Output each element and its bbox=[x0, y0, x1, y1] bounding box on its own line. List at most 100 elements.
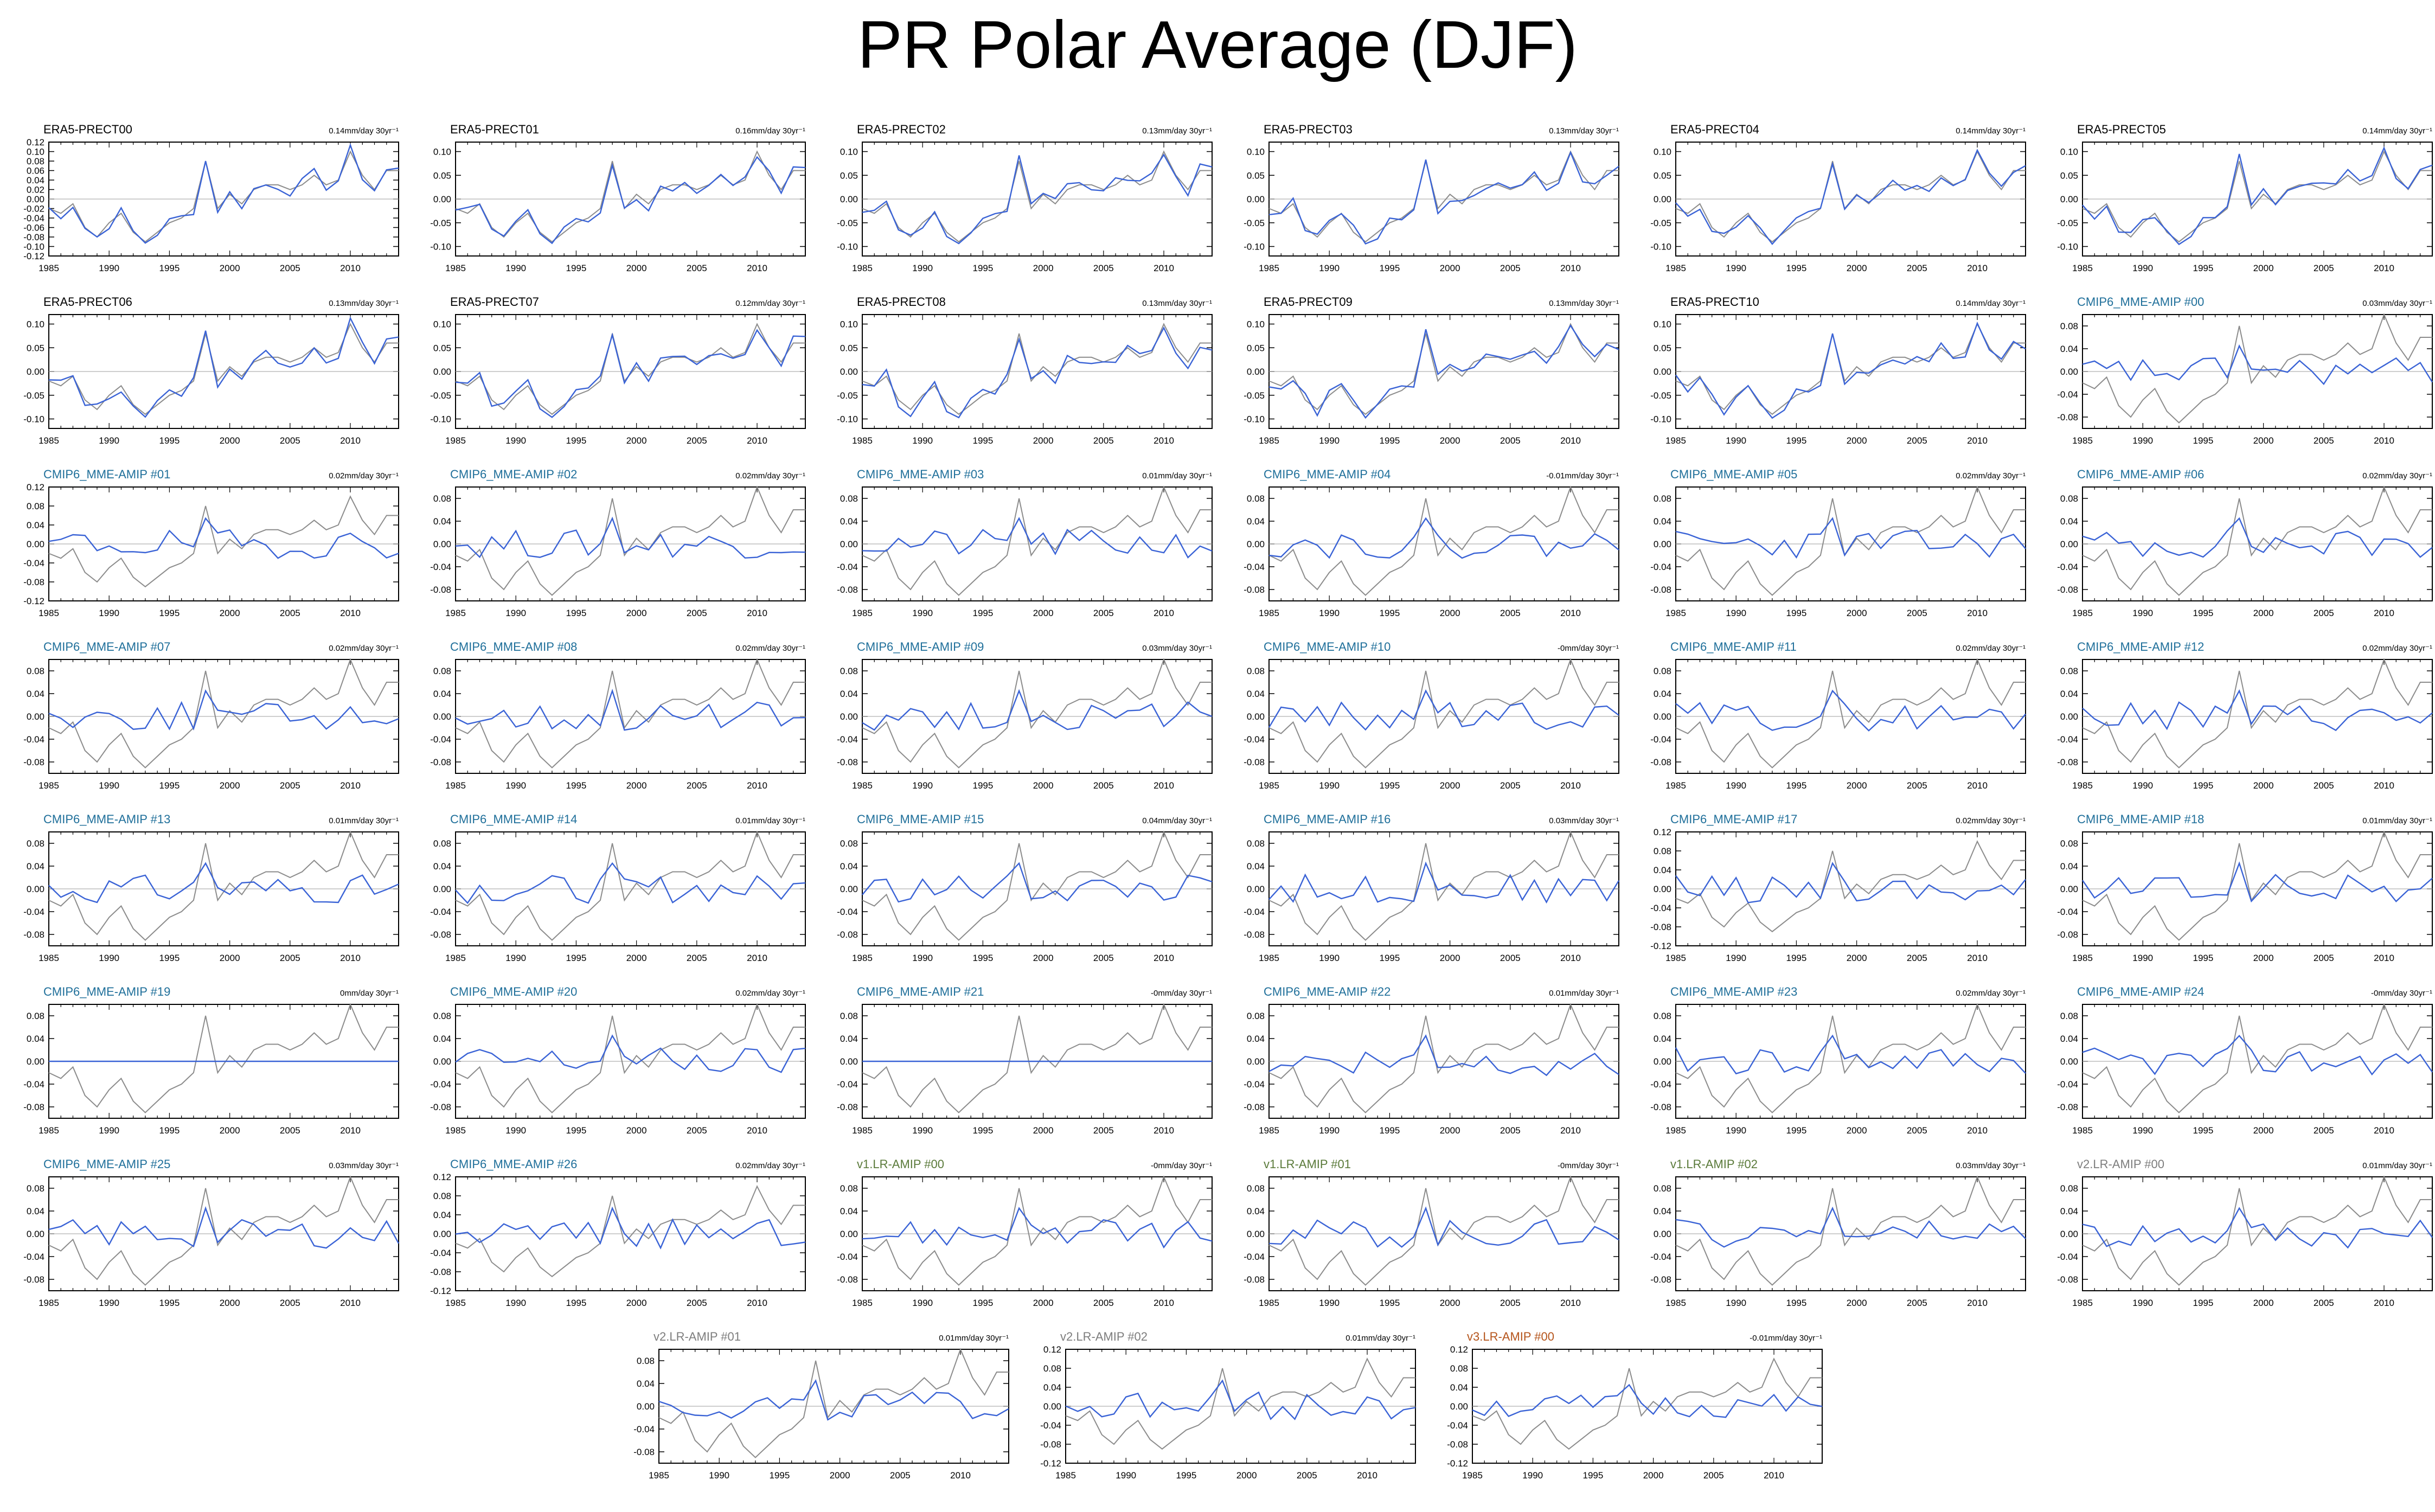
panel-title: CMIP6_MME-AMIP #25 bbox=[43, 1157, 170, 1171]
panel-36: CMIP6_MME-AMIP #25 0.03mm/day 30yr⁻¹ 0.08 0… bbox=[23, 1157, 400, 1308]
panel-title: v1.LR-AMIP #00 bbox=[857, 1157, 944, 1171]
y-tick-label: 0.00 bbox=[1654, 367, 1671, 377]
x-tick-label: 2010 bbox=[1154, 780, 1174, 791]
x-tick-label: 1995 bbox=[1176, 1470, 1196, 1481]
panel-trend: 0.16mm/day 30yr⁻¹ bbox=[735, 126, 805, 136]
y-tick-label: 0.08 bbox=[27, 1011, 44, 1021]
y-tick-label: 0.00 bbox=[1247, 367, 1265, 377]
x-tick-label: 2005 bbox=[687, 435, 707, 446]
y-tick-label: 0.00 bbox=[1247, 539, 1265, 549]
model-line bbox=[862, 326, 1213, 419]
x-tick-label: 2005 bbox=[2314, 1298, 2334, 1308]
y-tick-label: 0.00 bbox=[1247, 884, 1265, 894]
x-tick-label: 1995 bbox=[2193, 608, 2213, 618]
x-tick-label: 2010 bbox=[1154, 608, 1174, 618]
x-tick-label: 1985 bbox=[1259, 1125, 1279, 1136]
panel-trend: -0mm/day 30yr⁻¹ bbox=[1558, 1161, 1619, 1170]
y-tick-label: -0.08 bbox=[23, 577, 44, 587]
panel-15: CMIP6_MME-AMIP #04 -0.01mm/day 30yr⁻¹ 0.08… bbox=[1244, 467, 1619, 618]
y-tick-label: 0.00 bbox=[1654, 539, 1671, 549]
panel-32: CMIP6_MME-AMIP #21 -0mm/day 30yr⁻¹ 0.08 0.0… bbox=[837, 985, 1213, 1136]
y-tick-label: 0.04 bbox=[1654, 1034, 1671, 1044]
y-tick-label: -0.12 bbox=[430, 1286, 451, 1296]
panel-13: CMIP6_MME-AMIP #02 0.02mm/day 30yr⁻¹ 0.08 0… bbox=[430, 467, 806, 618]
x-tick-label: 1995 bbox=[972, 608, 993, 618]
x-tick-label: 2005 bbox=[687, 780, 707, 791]
x-tick-label: 1995 bbox=[159, 435, 180, 446]
y-tick-label: 0.08 bbox=[2060, 1011, 2078, 1021]
y-tick-label: -0.08 bbox=[2057, 757, 2078, 767]
panel-trend: -0mm/day 30yr⁻¹ bbox=[1558, 644, 1619, 653]
panel-3: ERA5-PRECT03 0.13mm/day 30yr⁻¹ 0.10 0.05 0.0… bbox=[1244, 123, 1619, 273]
y-tick-label: -0.12 bbox=[1650, 941, 1671, 951]
x-tick-label: 1985 bbox=[1259, 953, 1279, 963]
x-tick-label: 1990 bbox=[1319, 1125, 1340, 1136]
panel-27: CMIP6_MME-AMIP #16 0.03mm/day 30yr⁻¹ 0.08 0… bbox=[1244, 812, 1620, 963]
x-tick-label: 2005 bbox=[687, 263, 707, 273]
y-tick-label: 0.00 bbox=[2060, 194, 2078, 204]
x-tick-label: 2010 bbox=[1764, 1470, 1784, 1481]
y-tick-label: -0.08 bbox=[633, 1447, 655, 1457]
reference-line bbox=[1065, 1357, 1415, 1450]
x-tick-label: 1995 bbox=[566, 780, 586, 791]
x-tick-label: 2000 bbox=[626, 608, 647, 618]
y-tick-label: 0.08 bbox=[1247, 666, 1265, 676]
panel-title: v1.LR-AMIP #02 bbox=[1670, 1157, 1758, 1171]
x-tick-label: 1995 bbox=[1786, 1298, 1806, 1308]
reference-line bbox=[1675, 1175, 2026, 1286]
x-tick-label: 2005 bbox=[2314, 1125, 2334, 1136]
y-tick-label: 0.04 bbox=[840, 1034, 858, 1044]
panel-trend: 0.01mm/day 30yr⁻¹ bbox=[939, 1334, 1009, 1343]
reference-line bbox=[48, 495, 399, 588]
y-tick-label: 0.00 bbox=[433, 884, 451, 894]
x-tick-label: 2005 bbox=[280, 953, 300, 963]
y-tick-label: 0.04 bbox=[433, 689, 451, 699]
y-tick-label: 0.08 bbox=[433, 1191, 451, 1201]
x-tick-label: 1990 bbox=[912, 435, 933, 446]
panel-10: ERA5-PRECT10 0.14mm/day 30yr⁻¹ 0.10 0.05 0.0… bbox=[1650, 295, 2026, 446]
x-tick-label: 2010 bbox=[2374, 953, 2394, 963]
model-line bbox=[455, 862, 806, 905]
x-tick-label: 2010 bbox=[1560, 953, 1581, 963]
x-tick-label: 2005 bbox=[1907, 435, 1927, 446]
y-tick-label: -0.05 bbox=[837, 390, 858, 401]
y-tick-label: 0.04 bbox=[433, 516, 451, 527]
panel-title: CMIP6_MME-AMIP #26 bbox=[450, 1157, 577, 1171]
y-tick-label: 0.00 bbox=[840, 1056, 858, 1067]
y-tick-label: 0.00 bbox=[433, 1229, 451, 1239]
panel-title: CMIP6_MME-AMIP #12 bbox=[2077, 640, 2204, 654]
y-tick-label: 0.08 bbox=[1247, 1183, 1265, 1194]
panel-title: CMIP6_MME-AMIP #19 bbox=[43, 985, 170, 998]
x-tick-label: 1995 bbox=[159, 780, 180, 791]
y-tick-label: 0.00 bbox=[1247, 194, 1265, 204]
y-tick-label: 0.00 bbox=[27, 367, 44, 377]
y-tick-label: -0.10 bbox=[1650, 242, 1671, 252]
panel-trend: 0.03mm/day 30yr⁻¹ bbox=[1549, 816, 1619, 825]
x-tick-label: 2005 bbox=[2314, 435, 2334, 446]
y-tick-label: 0.12 bbox=[433, 1172, 451, 1182]
x-tick-label: 1985 bbox=[2072, 608, 2093, 618]
x-tick-label: 2010 bbox=[1967, 1125, 1988, 1136]
y-tick-label: 0.10 bbox=[1654, 147, 1671, 157]
reference-line bbox=[862, 1175, 1212, 1286]
x-tick-label: 2000 bbox=[830, 1470, 850, 1481]
x-tick-label: 1990 bbox=[99, 263, 119, 273]
panel-trend: 0.13mm/day 30yr⁻¹ bbox=[1142, 299, 1212, 308]
y-tick-label: 0.00 bbox=[433, 539, 451, 549]
x-tick-label: 2000 bbox=[2253, 435, 2274, 446]
model-line bbox=[455, 1034, 806, 1073]
panel-4: ERA5-PRECT04 0.14mm/day 30yr⁻¹ 0.10 0.05 0.0… bbox=[1650, 123, 2026, 273]
reference-line bbox=[2082, 1175, 2432, 1286]
y-tick-label: 0.08 bbox=[433, 666, 451, 676]
x-tick-label: 1990 bbox=[505, 780, 526, 791]
panel-trend: 0.14mm/day 30yr⁻¹ bbox=[1956, 126, 2026, 136]
reference-line bbox=[1268, 658, 1619, 768]
x-tick-label: 2010 bbox=[2374, 608, 2394, 618]
x-tick-label: 2010 bbox=[340, 953, 361, 963]
x-tick-label: 2000 bbox=[1847, 1125, 1867, 1136]
y-tick-label: -0.04 bbox=[23, 1079, 44, 1090]
x-tick-label: 2005 bbox=[1907, 780, 1927, 791]
x-tick-label: 1990 bbox=[912, 263, 933, 273]
y-tick-label: 0.04 bbox=[27, 1034, 44, 1044]
x-tick-label: 1985 bbox=[1259, 1298, 1279, 1308]
